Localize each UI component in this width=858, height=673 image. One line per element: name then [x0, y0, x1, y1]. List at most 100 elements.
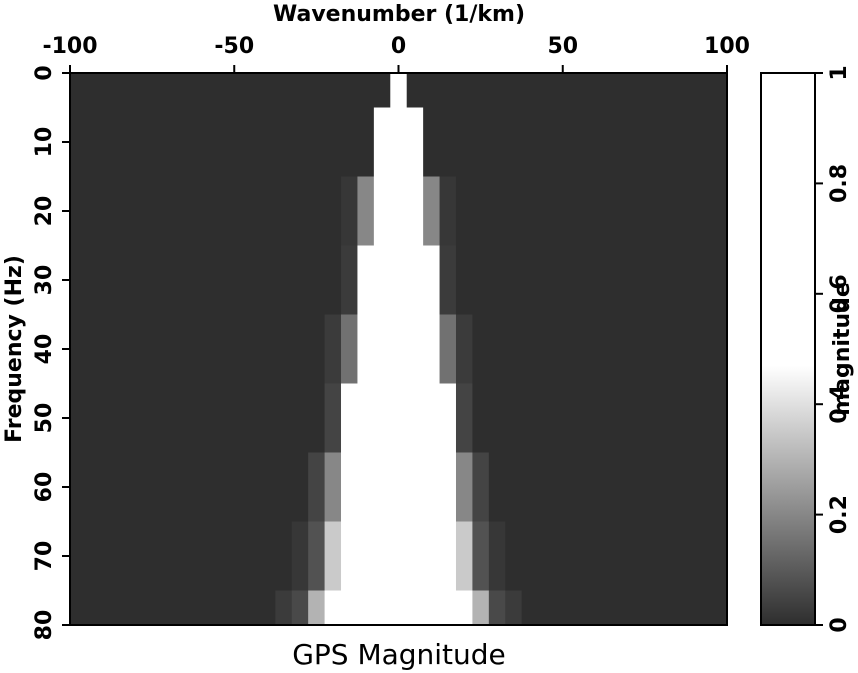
heatmap-cell: [242, 245, 260, 315]
heatmap-cell: [439, 452, 457, 522]
heatmap-cell: [587, 73, 605, 108]
y-tick-label: 70: [32, 541, 57, 572]
heatmap-cell: [488, 590, 506, 626]
heatmap-cell: [357, 73, 375, 108]
y-tick-label: 0: [32, 65, 57, 80]
heatmap-cell: [570, 452, 588, 522]
heatmap-cell: [209, 107, 227, 177]
heatmap-cell: [193, 107, 211, 177]
y-tick-label: 10: [32, 127, 57, 158]
heatmap-cell: [291, 245, 309, 315]
heatmap-cell: [455, 245, 473, 315]
heatmap-cell: [439, 383, 457, 453]
heatmap-cell: [258, 452, 276, 522]
heatmap-cell: [94, 314, 112, 384]
heatmap-cell: [570, 521, 588, 591]
heatmap-cell: [143, 245, 161, 315]
heatmap-cell: [357, 314, 375, 384]
heatmap-cell: [472, 176, 490, 246]
heatmap-cell: [439, 521, 457, 591]
heatmap-cell: [324, 176, 342, 246]
heatmap-cell: [620, 73, 638, 108]
heatmap-cell: [505, 73, 523, 108]
heatmap-cell: [521, 383, 539, 453]
heatmap-cell: [455, 590, 473, 626]
heatmap-cell: [209, 245, 227, 315]
heatmap-cell: [587, 383, 605, 453]
heatmap-cell: [176, 314, 194, 384]
heatmap-cell: [521, 176, 539, 246]
heatmap-cell: [554, 383, 572, 453]
heatmap-cell: [570, 107, 588, 177]
heatmap-cell: [669, 73, 687, 108]
heatmap-cell: [636, 590, 654, 626]
heatmap-cell: [488, 521, 506, 591]
heatmap-cell: [439, 176, 457, 246]
heatmap-cell: [226, 176, 243, 246]
heatmap-cell: [160, 452, 178, 522]
heatmap-cell: [143, 314, 161, 384]
y-tick-label: 30: [32, 265, 57, 296]
heatmap-cell: [111, 383, 128, 453]
heatmap-cell: [341, 383, 358, 453]
heatmap-cell: [308, 521, 326, 591]
heatmap-cell: [455, 314, 473, 384]
heatmap-cell: [341, 245, 358, 315]
heatmap-cell: [538, 383, 556, 453]
heatmap-cell: [275, 176, 293, 246]
heatmap-cell: [275, 452, 293, 522]
colorbar-tick-label: 1: [827, 65, 852, 80]
heatmap-cell: [78, 314, 96, 384]
heatmap-cell: [653, 452, 671, 522]
heatmap-cell: [505, 245, 523, 315]
heatmap-cell: [160, 383, 178, 453]
heatmap-cell: [291, 73, 309, 108]
heatmap-cell: [357, 245, 375, 315]
heatmap-cell: [176, 383, 194, 453]
heatmap-cell: [127, 73, 145, 108]
heatmap-cell: [587, 245, 605, 315]
heatmap-cell: [620, 107, 638, 177]
heatmap-cell: [143, 176, 161, 246]
heatmap-cell: [390, 314, 408, 384]
heatmap-cell: [653, 521, 671, 591]
heatmap-cell: [390, 245, 408, 315]
heatmap-cell: [291, 521, 309, 591]
heatmap-cell: [94, 521, 112, 591]
heatmap-cell: [636, 245, 654, 315]
heatmap-cell: [70, 383, 79, 453]
heatmap-cell: [258, 245, 276, 315]
heatmap-cell: [209, 521, 227, 591]
heatmap-cell: [94, 73, 112, 108]
heatmap-cell: [685, 314, 703, 384]
heatmap-cell: [488, 314, 506, 384]
heatmap-cell: [176, 107, 194, 177]
heatmap-cell: [620, 176, 638, 246]
heatmap-cell: [669, 452, 687, 522]
heatmap-cell: [308, 176, 326, 246]
heatmap-cell: [554, 521, 572, 591]
heatmap-cell: [324, 383, 342, 453]
heatmap-cell: [505, 590, 523, 626]
heatmap-cell: [193, 521, 211, 591]
heatmap-cell: [143, 73, 161, 108]
heatmap-cell: [291, 452, 309, 522]
heatmap-cell: [685, 452, 703, 522]
heatmap-cell: [603, 176, 621, 246]
heatmap-cell: [488, 245, 506, 315]
heatmap-cell: [390, 176, 408, 246]
heatmap-cell: [176, 176, 194, 246]
heatmap-cell: [620, 383, 638, 453]
heatmap-cell: [275, 314, 293, 384]
heatmap-cell: [308, 73, 326, 108]
heatmap-cell: [439, 590, 457, 626]
heatmap-cell: [242, 176, 260, 246]
heatmap-cell: [423, 245, 441, 315]
heatmap-cell: [127, 245, 145, 315]
heatmap-cell: [242, 73, 260, 108]
heatmap-cell: [570, 245, 588, 315]
heatmap-cell: [160, 107, 178, 177]
heatmap-cell: [357, 452, 375, 522]
heatmap-cell: [143, 521, 161, 591]
heatmap-cell: [570, 176, 588, 246]
